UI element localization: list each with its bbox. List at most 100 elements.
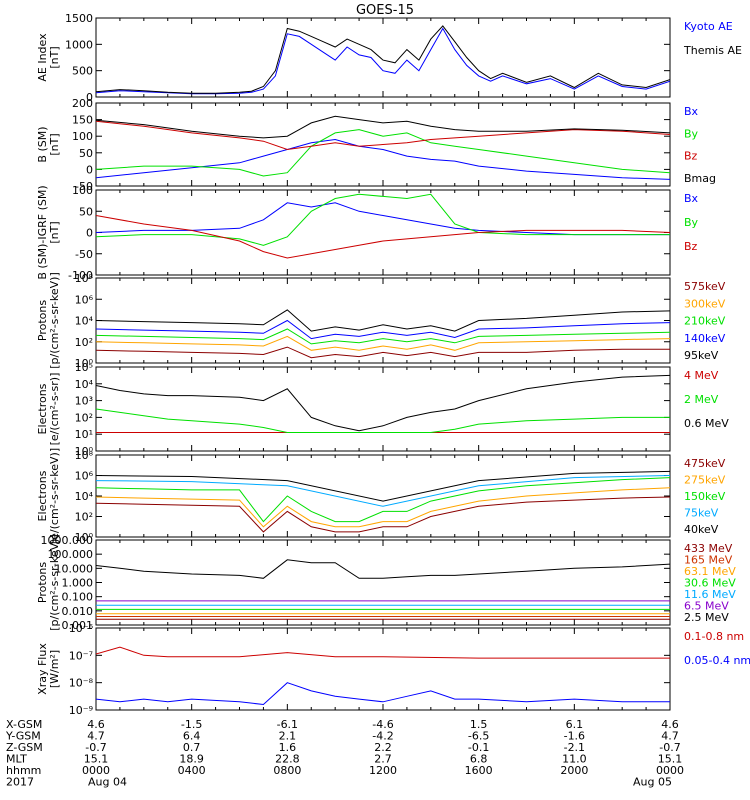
legend-entry: 275keV [684, 474, 726, 487]
legend-entry: Bx [684, 192, 699, 205]
legend-entry: Bz [684, 240, 698, 253]
series-line-40kev [96, 470, 670, 502]
y-axis-label: [nT] [48, 133, 61, 155]
y-tick-label: 10⁶ [75, 470, 94, 483]
y-tick-label: 10⁻⁶ [69, 622, 94, 635]
ephemeris-row-label: hhmm [6, 764, 41, 777]
series-line-bx [96, 138, 670, 180]
y-axis-label: [e/(cm²-s-sr)] [48, 373, 61, 446]
legend-entry: Themis AE [683, 44, 742, 57]
ephemeris-row-label: Z-GSM [6, 741, 43, 754]
ephemeris-value: 22.8 [275, 753, 300, 766]
ephemeris-value: 1.6 [279, 741, 297, 754]
ephemeris-value: 6.1 [566, 718, 584, 731]
legend-entry: 2 MeV [684, 393, 719, 406]
panel-frame [95, 366, 671, 452]
ephemeris-value: 2.7 [374, 753, 392, 766]
legend-entry: By [684, 127, 699, 140]
legend-entry: 0.1-0.8 nm [684, 630, 744, 643]
series-line-140kev [96, 319, 670, 340]
series-line-475kev [96, 496, 670, 533]
y-axis-label: [nT] [48, 46, 61, 68]
panel-b_sm: -50 0 50 100 150 200 B (SM) [nT] Bx By Bz Bmag [36, 97, 716, 193]
y-axis-label: Protons [36, 562, 49, 603]
y-tick-label: 100 [72, 184, 93, 197]
chart-title: GOES-15 [356, 3, 414, 18]
legend-entry: 0.6 MeV [684, 417, 729, 430]
panel-frame [95, 454, 671, 538]
y-tick-label: 50 [79, 147, 93, 160]
ephemeris-value: 4.6 [87, 718, 105, 731]
y-axis-label: [p/(cm²-s-sr-keV)] [48, 534, 61, 631]
ephemeris-value: 0000 [82, 764, 110, 777]
legend-entry: 150keV [684, 490, 726, 503]
ephemeris-value: -6.1 [277, 718, 298, 731]
ephemeris-value: -4.2 [372, 730, 393, 743]
ephemeris-value: 1600 [465, 764, 493, 777]
legend-entry: 63.1 MeV [684, 565, 736, 578]
ephemeris-value: 6.4 [183, 730, 201, 743]
y-tick-label: 0 [86, 91, 93, 104]
ephemeris-value: 4.7 [87, 730, 105, 743]
y-tick-label: 1000 [65, 38, 93, 51]
ephemeris-value: -0.1 [468, 741, 489, 754]
legend-entry: 2.5 MeV [684, 611, 729, 624]
ephemeris-value: -0.7 [659, 741, 680, 754]
y-tick-label: 10⁻⁹ [69, 704, 93, 717]
y-tick-label: 0 [86, 163, 93, 176]
legend-entry: 475keV [684, 457, 726, 470]
y-tick-label: 0 [86, 227, 93, 240]
ephemeris-value: 18.9 [179, 753, 204, 766]
y-axis-label: Xray Flux [36, 643, 49, 695]
series-line-150kev [96, 477, 670, 523]
y-axis-label: AE Index [36, 33, 49, 82]
y-tick-label: -50 [75, 180, 93, 193]
ephemeris-value: 4.7 [661, 730, 679, 743]
series-line-75kev [96, 475, 670, 507]
y-tick-label: 10¹ [75, 428, 93, 441]
series-line-bx [96, 202, 670, 236]
series-line-275kev [96, 487, 670, 528]
series-line-by [96, 193, 670, 246]
panel-b_igrf: -100 -50 0 50 100 B (SM)-IGRF (SM) [nT] Bx By Bz [36, 184, 699, 282]
legend-entry: 575keV [684, 280, 726, 293]
ephemeris-value: -1.6 [564, 730, 585, 743]
series-line-kyoto-ae [96, 27, 670, 95]
y-tick-label: 1.000 [62, 577, 94, 590]
legend-entry: 210keV [684, 315, 726, 328]
y-axis-label: [p/(cm²-s-sr-keV)] [48, 272, 61, 369]
y-axis-label: [nT] [48, 221, 61, 243]
legend-entry: Kyoto AE [684, 20, 733, 33]
legend-entry: 4 MeV [684, 369, 719, 382]
legend-entry: Bmag [684, 172, 716, 185]
ephemeris-value: 1200 [369, 764, 397, 777]
y-tick-label: 10⁵ [75, 361, 93, 374]
legend-entry: 75keV [684, 507, 719, 520]
y-tick-label: 10² [75, 511, 93, 524]
series-line-bz [96, 215, 670, 259]
y-tick-label: 10⁶ [75, 293, 94, 306]
y-tick-label: 10⁰ [75, 445, 94, 458]
y-tick-label: 1500 [65, 12, 93, 25]
ephemeris-value: -1.5 [181, 718, 202, 731]
legend-entry: 300keV [684, 297, 726, 310]
y-tick-label: 10² [75, 336, 93, 349]
ephemeris-value: 15.1 [658, 753, 683, 766]
ephemeris-value: 2.2 [374, 741, 392, 754]
legend-entry: By [684, 216, 699, 229]
ephemeris-row-label: Y-GSM [5, 730, 41, 743]
ephemeris-value: -0.7 [85, 741, 106, 754]
series-line-by [96, 129, 670, 177]
y-axis-label: [W/m²] [48, 650, 61, 688]
legend-entry: 0.05-0.4 nm [684, 654, 750, 667]
ephemeris-value: 2000 [560, 764, 588, 777]
series-line-300kev [96, 335, 670, 351]
panel-ae: 0 500 1000 1500 AE Index [nT] Kyoto AE Themis A… [36, 12, 742, 104]
y-tick-label: 10⁻⁷ [69, 649, 93, 662]
y-axis-label: B (SM) [36, 126, 49, 162]
y-tick-label: 0.001 [62, 619, 94, 632]
